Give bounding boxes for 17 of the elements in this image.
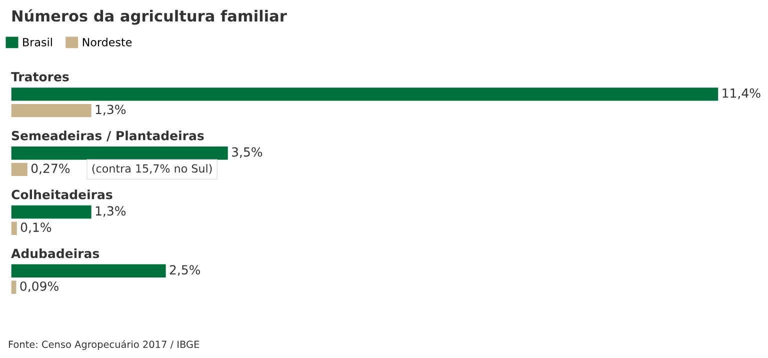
y-tick-label: Adubadeiras (11, 248, 100, 258)
data-label: 11,4% (722, 88, 760, 100)
data-label: 2,5% (170, 265, 200, 276)
data-label: 3,5% (232, 147, 262, 158)
source-note: Fonte: Censo Agropecuário 2017 / IBGE (8, 340, 200, 350)
y-tick-label: Semeadeiras / Plantadeiras (12, 130, 204, 142)
annotation: (contra 15,7% no Sul) (92, 164, 212, 174)
data-label: 0,27% (31, 164, 70, 174)
chart-title: Números da agricultura familiar (12, 9, 287, 25)
data-label: 0,1% (20, 222, 52, 234)
data-label: 1,3% (96, 206, 126, 217)
legend-label: Brasil (23, 38, 52, 46)
legend-label: Nordeste (82, 38, 132, 46)
y-tick-label: Tratores (11, 72, 69, 82)
y-tick-label: Colheitadeiras (12, 190, 112, 200)
data-label: 0,09% (20, 281, 58, 292)
data-label: 1,3% (96, 104, 126, 116)
